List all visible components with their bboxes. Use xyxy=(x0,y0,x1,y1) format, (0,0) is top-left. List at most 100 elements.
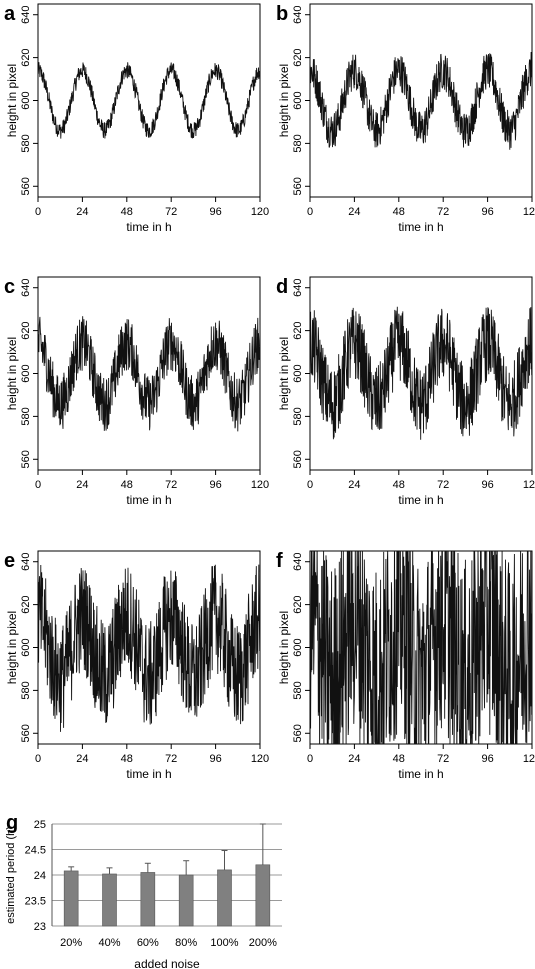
bar-40% xyxy=(102,873,117,927)
bar-80% xyxy=(178,874,194,927)
y-axis-title-e: height in pixel xyxy=(5,611,19,684)
y-tick-label-b-580: 580 xyxy=(292,134,304,152)
y-tick-label-a-580: 580 xyxy=(20,134,32,152)
x-tick-label-f-0: 0 xyxy=(307,753,313,765)
x-tick-label-d-72: 72 xyxy=(437,479,449,491)
x-tick-label-a-120: 120 xyxy=(251,206,269,218)
x-tick-label-c-24: 24 xyxy=(76,479,88,491)
y-tick-label-d-580: 580 xyxy=(292,407,304,425)
x-tick-label-e-96: 96 xyxy=(209,753,221,765)
bar-20% xyxy=(63,870,79,927)
x-tick-label-e-72: 72 xyxy=(165,753,177,765)
y-axis-title-f: height in pixel xyxy=(277,611,291,684)
y-tick-label-c-560: 560 xyxy=(20,450,32,468)
x-tick-label-d-0: 0 xyxy=(307,479,313,491)
panel-label-f: f xyxy=(276,550,283,572)
y-tick-label-f-600: 600 xyxy=(292,638,304,656)
x-tick-label-g-0: 20% xyxy=(60,937,82,949)
panel-label-e: e xyxy=(4,550,15,572)
y-tick-label-d-560: 560 xyxy=(292,450,304,468)
panel-label-b: b xyxy=(276,3,288,25)
x-tick-label-a-24: 24 xyxy=(76,206,88,218)
x-axis-title-g: added noise xyxy=(134,957,200,969)
y-tick-label-b-640: 640 xyxy=(292,6,304,24)
x-tick-label-c-48: 48 xyxy=(121,479,133,491)
x-tick-label-b-120: 120 xyxy=(523,206,535,218)
y-tick-label-e-640: 640 xyxy=(20,553,32,571)
y-axis-title-c: height in pixel xyxy=(5,337,19,410)
x-tick-label-e-24: 24 xyxy=(76,753,88,765)
series-trace-e xyxy=(38,564,260,732)
x-tick-label-a-72: 72 xyxy=(165,206,177,218)
panel-label-d: d xyxy=(276,276,288,298)
y-tick-label-b-560: 560 xyxy=(292,177,304,195)
y-tick-label-g-0: 23 xyxy=(34,921,46,933)
y-axis-title-a: height in pixel xyxy=(5,64,19,137)
series-trace-c xyxy=(38,316,260,432)
panel-label-a: a xyxy=(4,3,16,25)
y-tick-label-c-600: 600 xyxy=(20,364,32,382)
x-axis-title-a: time in h xyxy=(126,220,171,234)
x-tick-label-d-48: 48 xyxy=(393,479,405,491)
x-tick-label-g-1: 40% xyxy=(98,937,120,949)
y-tick-label-e-620: 620 xyxy=(20,595,32,613)
x-tick-label-c-72: 72 xyxy=(165,479,177,491)
y-tick-label-g-1: 23.5 xyxy=(25,896,46,908)
series-trace-a xyxy=(38,62,260,139)
x-tick-label-a-48: 48 xyxy=(121,206,133,218)
series-trace-d xyxy=(310,306,532,440)
y-tick-label-f-580: 580 xyxy=(292,681,304,699)
panel-label-g: g xyxy=(6,812,18,834)
y-tick-label-a-640: 640 xyxy=(20,6,32,24)
x-axis-title-f: time in h xyxy=(398,767,443,781)
bar-100% xyxy=(217,869,232,927)
y-tick-label-d-640: 640 xyxy=(292,279,304,297)
y-tick-label-e-560: 560 xyxy=(20,724,32,742)
x-tick-label-f-24: 24 xyxy=(348,753,360,765)
y-tick-label-b-620: 620 xyxy=(292,48,304,66)
series-trace-b xyxy=(310,51,532,150)
x-tick-label-b-96: 96 xyxy=(481,206,493,218)
x-tick-label-a-96: 96 xyxy=(209,206,221,218)
panel-label-c: c xyxy=(4,276,15,298)
y-tick-label-a-560: 560 xyxy=(20,177,32,195)
y-tick-label-c-580: 580 xyxy=(20,407,32,425)
x-tick-label-f-72: 72 xyxy=(437,753,449,765)
x-tick-label-b-48: 48 xyxy=(393,206,405,218)
x-tick-label-b-0: 0 xyxy=(307,206,313,218)
y-tick-label-a-620: 620 xyxy=(20,48,32,66)
y-tick-label-e-580: 580 xyxy=(20,681,32,699)
x-tick-label-c-0: 0 xyxy=(35,479,41,491)
x-axis-title-d: time in h xyxy=(398,493,443,507)
y-tick-label-c-640: 640 xyxy=(20,279,32,297)
y-tick-label-b-600: 600 xyxy=(292,91,304,109)
x-tick-label-d-24: 24 xyxy=(348,479,360,491)
bar-200% xyxy=(255,864,271,927)
x-axis-title-b: time in h xyxy=(398,220,443,234)
x-tick-label-e-48: 48 xyxy=(121,753,133,765)
x-tick-label-f-48: 48 xyxy=(393,753,405,765)
x-tick-label-c-96: 96 xyxy=(209,479,221,491)
y-axis-title-g: estimated period (h) xyxy=(5,826,17,924)
x-tick-label-e-120: 120 xyxy=(251,753,269,765)
bar-60% xyxy=(140,872,156,927)
y-tick-label-d-600: 600 xyxy=(292,364,304,382)
x-axis-title-c: time in h xyxy=(126,493,171,507)
x-tick-label-g-4: 100% xyxy=(210,937,238,949)
x-tick-label-b-72: 72 xyxy=(437,206,449,218)
y-tick-label-f-620: 620 xyxy=(292,595,304,613)
x-tick-label-c-120: 120 xyxy=(251,479,269,491)
y-tick-label-g-3: 24.5 xyxy=(25,845,46,857)
y-tick-label-c-620: 620 xyxy=(20,321,32,339)
series-trace-f xyxy=(310,551,532,744)
x-tick-label-d-96: 96 xyxy=(481,479,493,491)
x-tick-label-g-5: 200% xyxy=(249,937,277,949)
x-tick-label-a-0: 0 xyxy=(35,206,41,218)
y-tick-label-f-560: 560 xyxy=(292,724,304,742)
x-tick-label-f-120: 120 xyxy=(523,753,535,765)
y-tick-label-g-2: 24 xyxy=(34,870,46,882)
x-tick-label-g-2: 60% xyxy=(137,937,159,949)
y-tick-label-d-620: 620 xyxy=(292,321,304,339)
x-tick-label-g-3: 80% xyxy=(175,937,197,949)
